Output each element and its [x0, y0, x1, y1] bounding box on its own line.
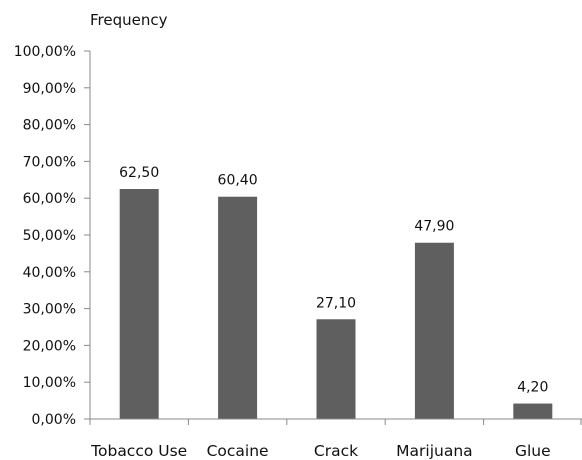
data-label: 60,40: [218, 173, 258, 189]
y-tick-label: 0,00%: [32, 412, 76, 428]
y-tick-label: 100,00%: [14, 44, 76, 60]
y-axis-label: Frequency: [90, 11, 168, 29]
x-axis-tick-labels: Tobacco Use Cocaine Crack Marijuana Glue: [90, 442, 550, 460]
x-tick-label: Marijuana: [396, 442, 473, 460]
bar: [414, 242, 454, 419]
bar: [119, 189, 159, 419]
data-label: 47,90: [414, 219, 454, 235]
y-axis-ticks: 0,00% 10,00% 20,00% 30,00% 40,00% 50,00% 60,00…: [14, 44, 90, 428]
data-label: 27,10: [316, 295, 356, 311]
y-tick-label: 10,00%: [23, 375, 76, 391]
data-labels: 62,50 60,40 27,10 47,90 4,20: [119, 165, 548, 396]
axes: [89, 51, 582, 425]
x-tick-label: Cocaine: [207, 442, 269, 460]
y-tick-label: 80,00%: [23, 118, 76, 134]
y-tick-label: 90,00%: [23, 81, 76, 97]
data-label: 62,50: [119, 165, 159, 181]
bar-series: [119, 189, 553, 419]
y-tick-label: 40,00%: [23, 265, 76, 281]
bar: [218, 196, 258, 419]
bar: [513, 403, 553, 419]
y-tick-label: 70,00%: [23, 154, 76, 170]
y-tick-label: 20,00%: [23, 338, 76, 354]
x-tick-label: Tobacco Use: [90, 442, 187, 460]
data-label: 4,20: [517, 380, 548, 396]
x-tick-label: Glue: [515, 442, 551, 460]
y-tick-label: 50,00%: [23, 228, 76, 244]
y-tick-label: 60,00%: [23, 191, 76, 207]
x-tick-label: Crack: [314, 442, 358, 460]
bar: [316, 319, 356, 419]
y-tick-label: 30,00%: [23, 302, 76, 318]
